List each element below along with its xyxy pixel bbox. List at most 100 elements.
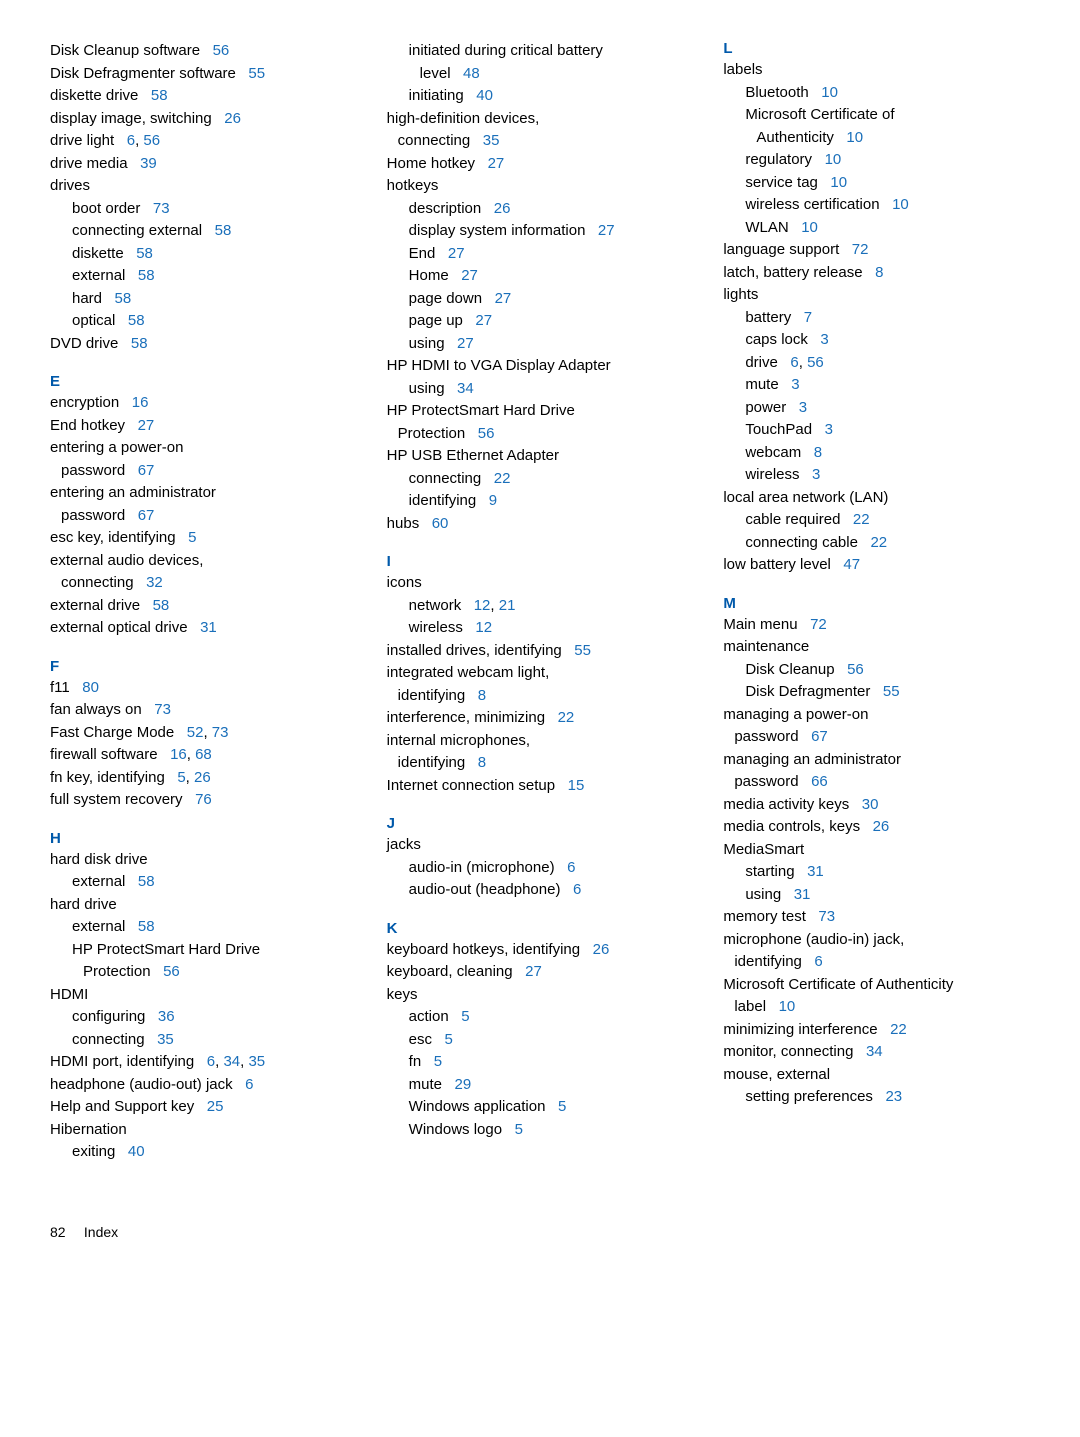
- index-page-link[interactable]: 5: [434, 1053, 442, 1070]
- index-page-link[interactable]: 80: [82, 679, 99, 696]
- index-page-link[interactable]: 56: [807, 354, 824, 371]
- index-page-link[interactable]: 26: [494, 200, 511, 217]
- index-page-link[interactable]: 6: [127, 132, 135, 149]
- index-page-link[interactable]: 39: [140, 155, 157, 172]
- index-page-link[interactable]: 22: [558, 709, 575, 726]
- index-page-link[interactable]: 22: [870, 534, 887, 551]
- index-page-link[interactable]: 52: [187, 724, 204, 741]
- index-page-link[interactable]: 30: [862, 796, 879, 813]
- index-page-link[interactable]: 72: [852, 241, 869, 258]
- index-page-link[interactable]: 27: [495, 290, 512, 307]
- index-page-link[interactable]: 55: [883, 683, 900, 700]
- index-page-link[interactable]: 56: [143, 132, 160, 149]
- index-page-link[interactable]: 8: [478, 754, 486, 771]
- index-page-link[interactable]: 9: [489, 492, 497, 509]
- index-page-link[interactable]: 73: [153, 200, 170, 217]
- index-page-link[interactable]: 27: [488, 155, 505, 172]
- index-page-link[interactable]: 73: [154, 701, 171, 718]
- index-page-link[interactable]: 58: [138, 918, 155, 935]
- index-page-link[interactable]: 27: [138, 417, 155, 434]
- index-page-link[interactable]: 5: [515, 1121, 523, 1138]
- index-page-link[interactable]: 3: [812, 466, 820, 483]
- index-page-link[interactable]: 48: [463, 65, 480, 82]
- index-page-link[interactable]: 67: [138, 507, 155, 524]
- index-page-link[interactable]: 58: [138, 267, 155, 284]
- index-page-link[interactable]: 27: [475, 312, 492, 329]
- index-page-link[interactable]: 31: [807, 863, 824, 880]
- index-page-link[interactable]: 10: [892, 196, 909, 213]
- index-page-link[interactable]: 5: [445, 1031, 453, 1048]
- index-page-link[interactable]: 6: [245, 1076, 253, 1093]
- index-page-link[interactable]: 3: [791, 376, 799, 393]
- index-page-link[interactable]: 73: [818, 908, 835, 925]
- index-page-link[interactable]: 6: [567, 859, 575, 876]
- index-page-link[interactable]: 3: [799, 399, 807, 416]
- index-page-link[interactable]: 26: [873, 818, 890, 835]
- index-page-link[interactable]: 25: [207, 1098, 224, 1115]
- index-page-link[interactable]: 22: [890, 1021, 907, 1038]
- index-page-link[interactable]: 5: [461, 1008, 469, 1025]
- index-page-link[interactable]: 10: [830, 174, 847, 191]
- index-page-link[interactable]: 55: [574, 642, 591, 659]
- index-page-link[interactable]: 10: [846, 129, 863, 146]
- index-page-link[interactable]: 67: [138, 462, 155, 479]
- index-page-link[interactable]: 58: [131, 335, 148, 352]
- index-page-link[interactable]: 58: [153, 597, 170, 614]
- index-page-link[interactable]: 10: [825, 151, 842, 168]
- index-page-link[interactable]: 40: [128, 1143, 145, 1160]
- index-page-link[interactable]: 34: [223, 1053, 240, 1070]
- index-page-link[interactable]: 72: [810, 616, 827, 633]
- index-page-link[interactable]: 36: [158, 1008, 175, 1025]
- index-page-link[interactable]: 31: [200, 619, 217, 636]
- index-page-link[interactable]: 27: [598, 222, 615, 239]
- index-page-link[interactable]: 6: [814, 953, 822, 970]
- index-page-link[interactable]: 21: [499, 597, 516, 614]
- index-page-link[interactable]: 40: [476, 87, 493, 104]
- index-page-link[interactable]: 34: [457, 380, 474, 397]
- index-page-link[interactable]: 5: [558, 1098, 566, 1115]
- index-page-link[interactable]: 27: [525, 963, 542, 980]
- index-page-link[interactable]: 15: [568, 777, 585, 794]
- index-page-link[interactable]: 8: [478, 687, 486, 704]
- index-page-link[interactable]: 6: [790, 354, 798, 371]
- index-page-link[interactable]: 56: [478, 425, 495, 442]
- index-page-link[interactable]: 76: [195, 791, 212, 808]
- index-page-link[interactable]: 27: [448, 245, 465, 262]
- index-page-link[interactable]: 47: [843, 556, 860, 573]
- index-page-link[interactable]: 58: [128, 312, 145, 329]
- index-page-link[interactable]: 73: [212, 724, 229, 741]
- index-page-link[interactable]: 58: [115, 290, 132, 307]
- index-page-link[interactable]: 10: [821, 84, 838, 101]
- index-page-link[interactable]: 12: [475, 619, 492, 636]
- index-page-link[interactable]: 29: [455, 1076, 472, 1093]
- index-page-link[interactable]: 5: [188, 529, 196, 546]
- index-page-link[interactable]: 68: [195, 746, 212, 763]
- index-page-link[interactable]: 27: [457, 335, 474, 352]
- index-page-link[interactable]: 7: [804, 309, 812, 326]
- index-page-link[interactable]: 22: [853, 511, 870, 528]
- index-page-link[interactable]: 56: [847, 661, 864, 678]
- index-page-link[interactable]: 34: [866, 1043, 883, 1060]
- index-page-link[interactable]: 10: [801, 219, 818, 236]
- index-page-link[interactable]: 16: [170, 746, 187, 763]
- index-page-link[interactable]: 56: [213, 42, 230, 59]
- index-page-link[interactable]: 26: [593, 941, 610, 958]
- index-page-link[interactable]: 60: [432, 515, 449, 532]
- index-page-link[interactable]: 16: [132, 394, 149, 411]
- index-page-link[interactable]: 55: [248, 65, 265, 82]
- index-page-link[interactable]: 6: [573, 881, 581, 898]
- index-page-link[interactable]: 6: [207, 1053, 215, 1070]
- index-page-link[interactable]: 35: [483, 132, 500, 149]
- index-page-link[interactable]: 58: [151, 87, 168, 104]
- index-page-link[interactable]: 3: [820, 331, 828, 348]
- index-page-link[interactable]: 5: [177, 769, 185, 786]
- index-page-link[interactable]: 67: [811, 728, 828, 745]
- index-page-link[interactable]: 12: [474, 597, 491, 614]
- index-page-link[interactable]: 26: [194, 769, 211, 786]
- index-page-link[interactable]: 8: [875, 264, 883, 281]
- index-page-link[interactable]: 3: [825, 421, 833, 438]
- index-page-link[interactable]: 26: [224, 110, 241, 127]
- index-page-link[interactable]: 56: [163, 963, 180, 980]
- index-page-link[interactable]: 31: [794, 886, 811, 903]
- index-page-link[interactable]: 58: [138, 873, 155, 890]
